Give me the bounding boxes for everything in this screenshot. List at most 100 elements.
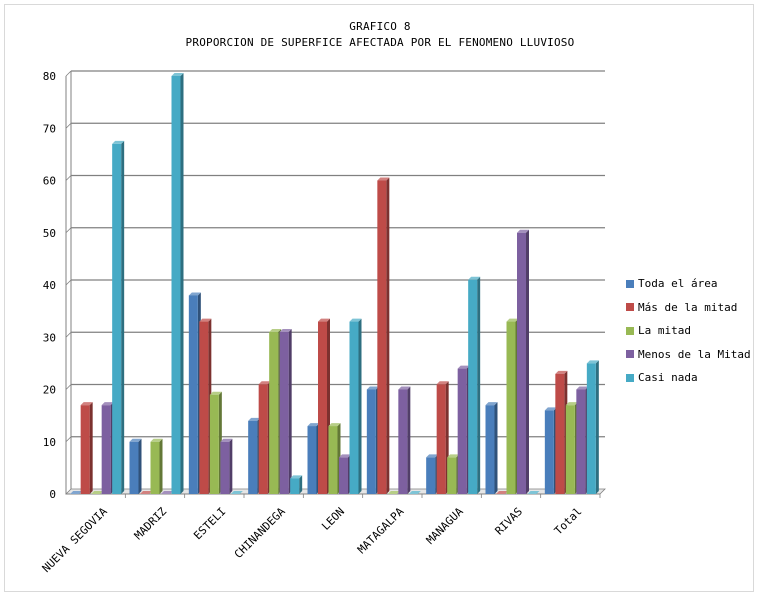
- bar-top: [408, 491, 421, 494]
- bar-side: [494, 402, 498, 494]
- bar-front: [485, 405, 495, 494]
- bar-top: [290, 475, 303, 479]
- bar-top: [485, 402, 498, 406]
- y-tick-label: 60: [43, 175, 56, 188]
- bar: [377, 177, 390, 494]
- gridline-diagonal: [65, 70, 72, 77]
- bar-front: [436, 384, 446, 494]
- bar: [318, 318, 330, 494]
- bar-top: [258, 381, 271, 385]
- bar-front: [447, 457, 457, 494]
- bar-front: [339, 457, 348, 494]
- bar-side: [159, 438, 163, 494]
- bar-side: [229, 438, 233, 494]
- bar-top: [328, 423, 341, 427]
- legend-item: Casi nada: [626, 366, 751, 390]
- bar-top: [349, 318, 362, 322]
- y-tick-label: 70: [43, 122, 56, 135]
- gridline-diagonal: [65, 175, 72, 181]
- bar: [328, 423, 341, 494]
- legend-label: Menos de la Mitad: [638, 347, 751, 361]
- bar-top: [269, 329, 282, 333]
- bar-top: [307, 423, 320, 427]
- bar-front: [101, 405, 111, 494]
- bar-front: [279, 332, 289, 494]
- bar-front: [269, 332, 279, 494]
- bar-front: [366, 389, 376, 494]
- bar-front: [318, 321, 327, 494]
- y-tick-label: 0: [49, 488, 56, 501]
- bar: [485, 402, 498, 494]
- bar: [565, 402, 578, 494]
- bar: [576, 386, 589, 494]
- bar-top: [506, 318, 519, 322]
- bar-side: [89, 402, 93, 494]
- legend-label: Casi nada: [638, 371, 698, 385]
- bar: [586, 360, 599, 494]
- bar-front: [506, 321, 516, 494]
- bar-side: [299, 475, 303, 494]
- legend-label: Más de la mitad: [638, 300, 738, 314]
- bar: [290, 475, 303, 494]
- bar-front: [576, 389, 586, 494]
- gridline-diagonal: [65, 227, 72, 234]
- bar-front: [565, 405, 575, 494]
- legend-swatch: [626, 373, 634, 382]
- bar-top: [140, 491, 152, 494]
- bar-top: [220, 438, 233, 442]
- bar-top: [457, 365, 470, 369]
- bar: [555, 370, 568, 494]
- x-category-label: MANAGUA: [424, 505, 466, 547]
- bar-front: [290, 478, 300, 494]
- bar: [408, 491, 421, 494]
- bar: [161, 491, 173, 494]
- bar-top: [101, 402, 114, 406]
- bar-front: [555, 373, 565, 494]
- bar-front: [248, 420, 258, 494]
- bar: [188, 292, 201, 494]
- bar-side: [386, 177, 390, 494]
- bar-front: [171, 76, 181, 494]
- bar-side: [180, 73, 184, 494]
- x-category-label: NUEVA SEGOVIA: [40, 505, 110, 575]
- bar-top: [318, 318, 330, 322]
- bar: [496, 491, 508, 494]
- gridline-diagonal: [65, 436, 72, 443]
- bar-top: [576, 386, 589, 390]
- gridline-diagonal: [65, 331, 72, 338]
- legend-item: La mitad: [626, 319, 751, 343]
- bar: [80, 402, 93, 494]
- bar-side: [288, 329, 292, 494]
- bar: [199, 318, 212, 494]
- chart-title: GRAFICO 8: [349, 20, 411, 33]
- bar-top: [188, 292, 201, 296]
- bar: [230, 491, 243, 494]
- bar-top: [230, 491, 243, 494]
- bar-side: [477, 276, 481, 494]
- bar-top: [248, 417, 261, 421]
- y-tick-label: 80: [43, 70, 56, 83]
- bar-front: [349, 321, 359, 494]
- legend-item: Menos de la Mitad: [626, 343, 751, 367]
- x-category-label: Total: [552, 505, 585, 538]
- bar-top: [426, 454, 439, 458]
- bar: [349, 318, 362, 494]
- bar-side: [138, 438, 142, 494]
- bar-top: [161, 491, 173, 494]
- bar: [150, 438, 163, 494]
- bar-top: [129, 438, 142, 442]
- bar-top: [436, 381, 449, 385]
- legend: Toda el área Más de la mitad La mitad Menos…: [626, 272, 751, 390]
- bar: [468, 276, 481, 494]
- bar: [506, 318, 519, 494]
- bar-front: [398, 389, 408, 494]
- bar: [366, 386, 379, 494]
- legend-swatch: [626, 350, 634, 359]
- bar: [426, 454, 439, 494]
- bar-front: [80, 405, 90, 494]
- bar-front: [377, 180, 387, 494]
- bar: [544, 407, 557, 494]
- bar-front: [129, 441, 139, 494]
- bar-top: [544, 407, 557, 411]
